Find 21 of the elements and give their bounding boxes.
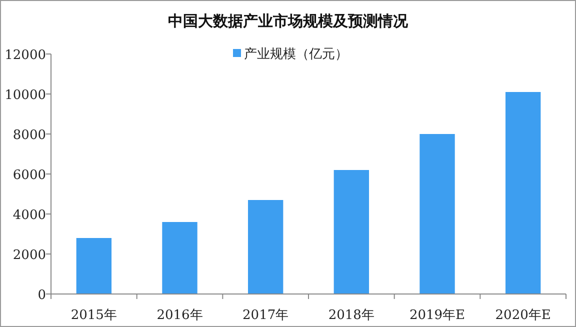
- y-tick-label: 0: [38, 288, 46, 303]
- bar: [248, 200, 284, 294]
- bar: [505, 92, 541, 294]
- x-tick-label: 2019年E: [409, 308, 466, 323]
- bar: [76, 238, 112, 294]
- y-tick-label: 6000: [12, 168, 46, 183]
- legend: 产业规模（亿元）: [233, 47, 348, 62]
- bar: [334, 170, 370, 294]
- y-tick-label: 10000: [4, 88, 46, 103]
- chart-title: 中国大数据产业市场规模及预测情况: [168, 12, 409, 30]
- x-tick-label: 2016年: [156, 308, 203, 323]
- x-tick-label: 2018年: [328, 308, 374, 323]
- y-tick-label: 4000: [12, 208, 46, 223]
- bar: [162, 222, 198, 294]
- y-tick-label: 12000: [4, 48, 46, 63]
- x-tick-label: 2017年: [242, 308, 289, 323]
- y-tick-label: 2000: [12, 248, 46, 263]
- y-tick-label: 8000: [12, 128, 46, 143]
- bar: [420, 134, 455, 294]
- x-tick-label: 2015年: [70, 308, 117, 323]
- x-tick-label: 2020年E: [495, 308, 551, 323]
